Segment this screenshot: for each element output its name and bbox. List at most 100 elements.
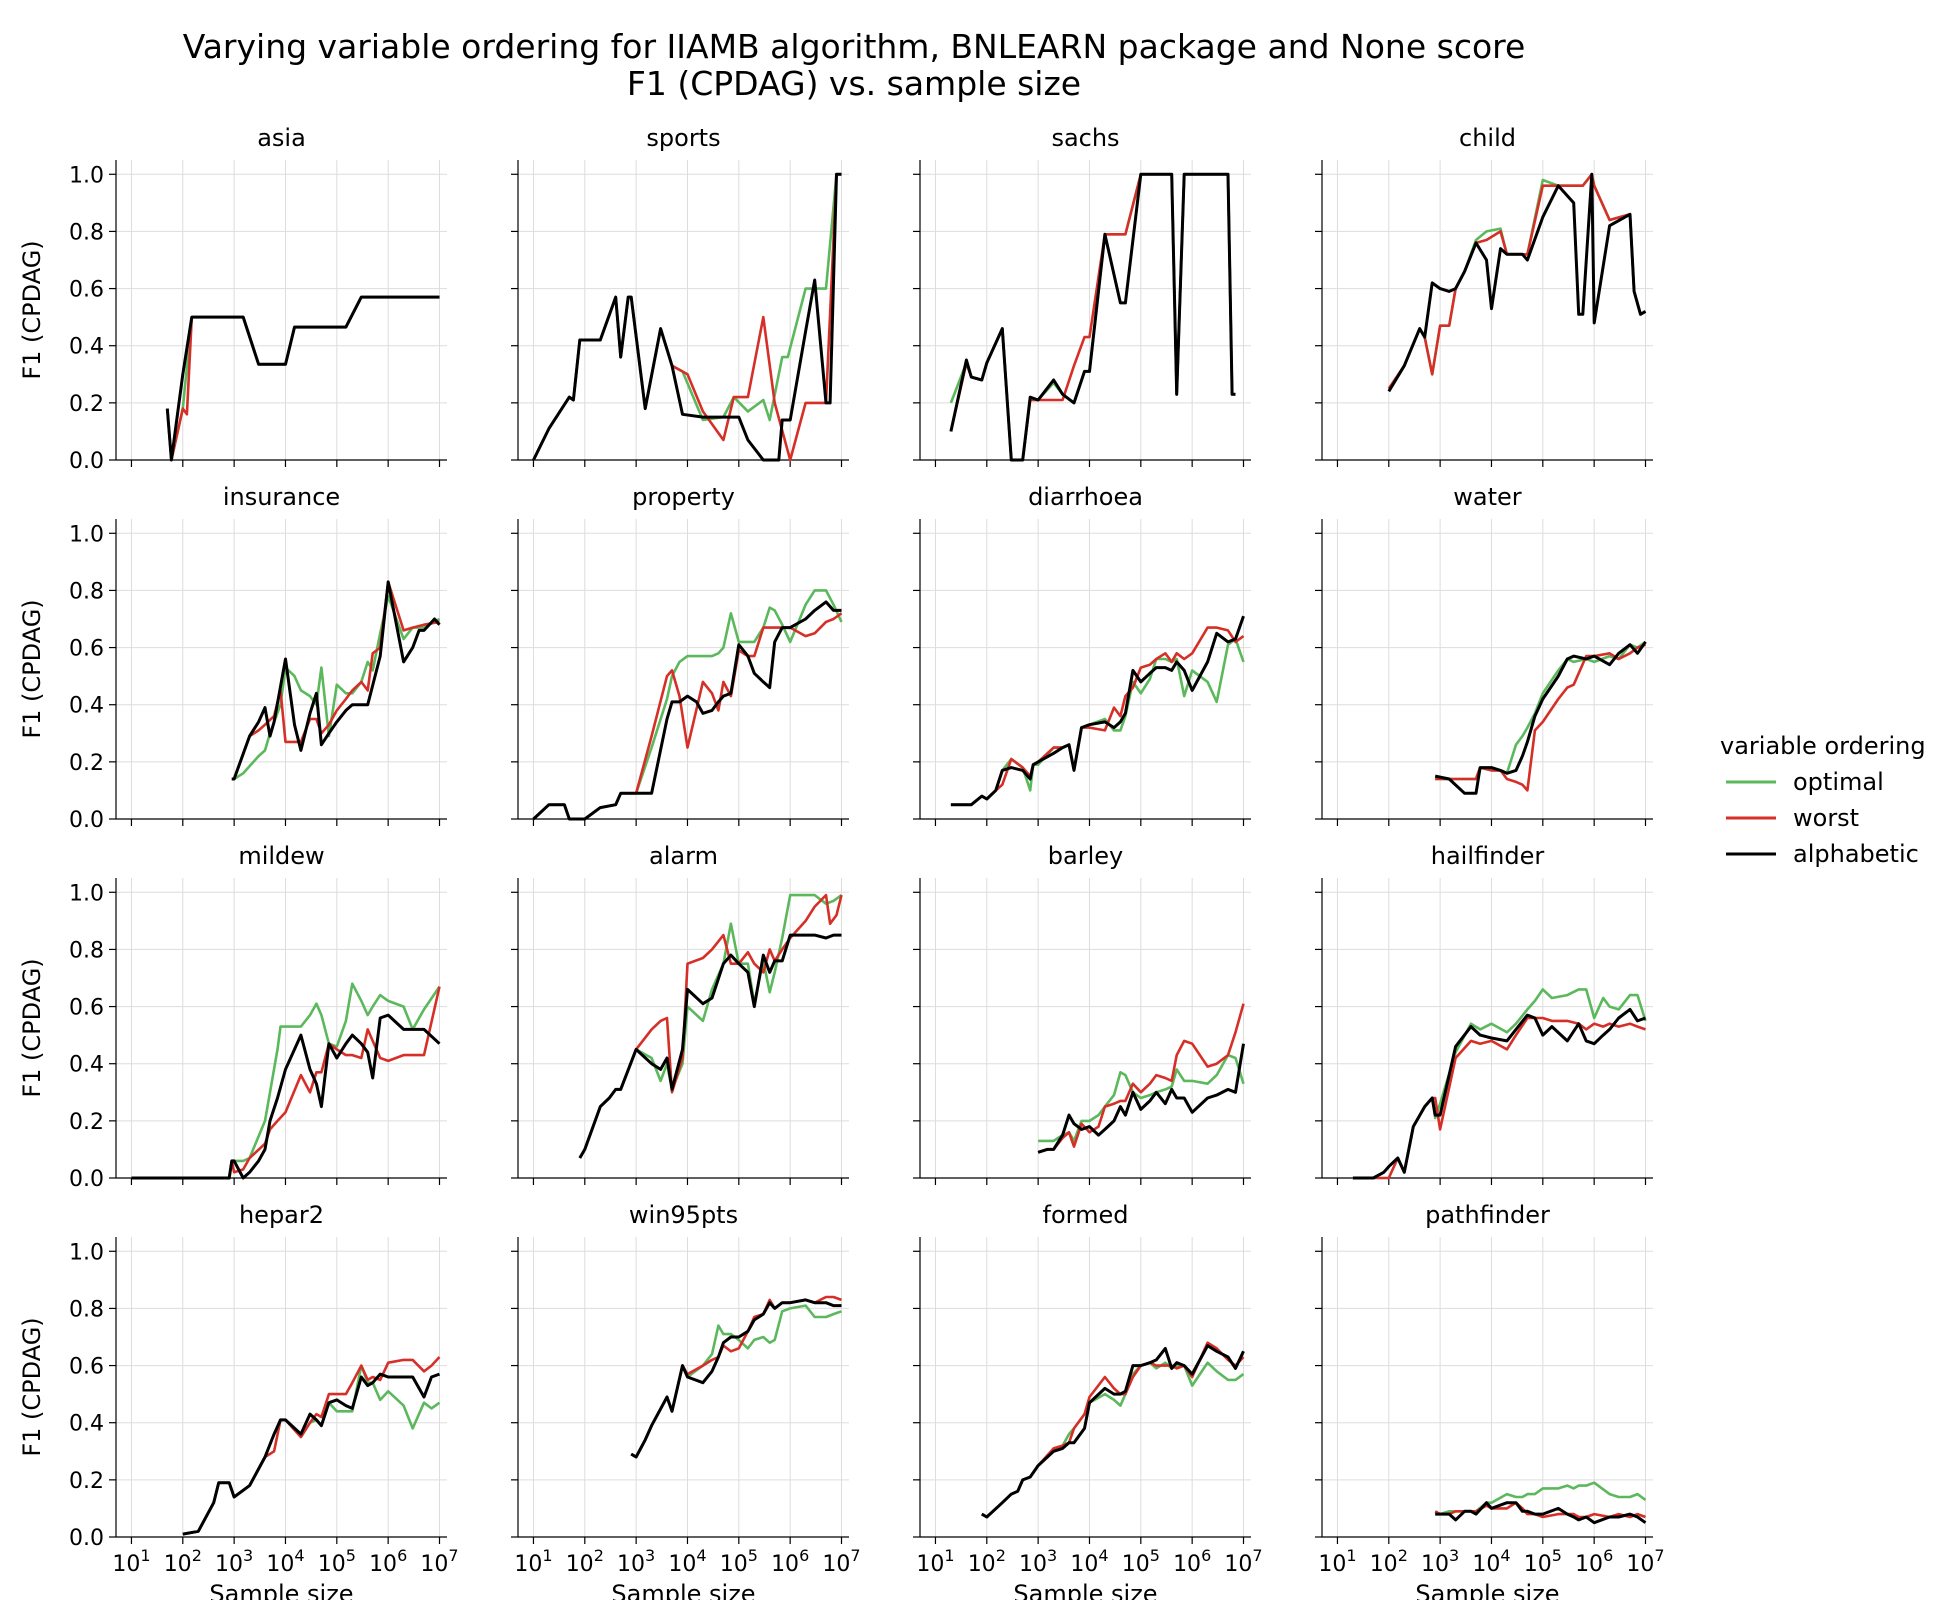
panel-title: barley [1048,842,1123,870]
series-line-alphabetic [131,1013,441,1180]
x-tick-base: 10 [514,1552,542,1577]
series-line-alphabetic [231,580,441,781]
x-tick-base: 10 [1575,1552,1603,1577]
y-tick-label: 0.8 [69,938,104,963]
x-tick-label: 107 [1626,1546,1664,1577]
series-line-worst [131,986,441,1180]
panel-grid: 0.0 0.2 0.4 0.6 0.8 1.0 F1 (CPDAG) asia sports sa… [18,124,1665,1600]
x-tick-base: 10 [1421,1552,1449,1577]
series-line-worst [182,1356,441,1536]
x-tick-exponent: 6 [799,1546,809,1565]
x-tick-label: 105 [720,1546,758,1577]
panel-hailfinder: hailfinder [1315,842,1653,1185]
panel-water: water [1315,483,1653,826]
x-tick-base: 10 [566,1552,594,1577]
y-tick-label: 0.6 [69,637,104,662]
panel-barley: barley [913,842,1251,1185]
x-tick-exponent: 5 [1150,1546,1160,1565]
x-tick-base: 10 [1173,1552,1201,1577]
y-axis-label: F1 (CPDAG) [18,599,46,738]
series-line-worst [630,1295,842,1459]
series-line-worst [1352,1016,1646,1180]
panel-sports: sports [511,124,849,467]
series-line-alphabetic [949,172,1236,462]
panel-title: hepar2 [239,1201,324,1229]
x-tick-label: 101 [514,1546,552,1577]
x-axis-label: Sample size [1013,1580,1157,1600]
x-tick-label: 103 [1019,1546,1057,1577]
x-tick-exponent: 7 [448,1546,458,1565]
panel-title: water [1453,483,1522,511]
x-tick-base: 10 [215,1552,243,1577]
x-tick-base: 10 [916,1552,944,1577]
panel-title: sports [646,124,720,152]
panel-title: property [632,483,735,511]
x-axis-label: Sample size [611,1580,755,1600]
panel-title: asia [257,124,306,152]
x-tick-exponent: 7 [1252,1546,1262,1565]
y-tick-label: 0.6 [69,1355,104,1380]
x-tick-label: 102 [1370,1546,1408,1577]
panel-title: hailfinder [1431,842,1545,870]
series-line-alphabetic [950,615,1245,807]
y-tick-label: 1.0 [69,522,104,547]
panel-diarrhoea: diarrhoea [913,483,1251,826]
series-line-worst [231,580,440,781]
x-tick-label: 101 [1318,1546,1356,1577]
x-tick-label: 104 [266,1546,304,1577]
x-tick-exponent: 4 [1098,1546,1108,1565]
panel-title: win95pts [629,1201,738,1229]
panel-title: sachs [1051,124,1119,152]
y-tick-label: 0.4 [69,1053,104,1078]
x-tick-exponent: 2 [996,1546,1006,1565]
x-tick-label: 107 [420,1546,458,1577]
x-tick-exponent: 1 [140,1546,150,1565]
x-tick-label: 101 [916,1546,954,1577]
x-tick-base: 10 [266,1552,294,1577]
x-tick-label: 102 [566,1546,604,1577]
y-tick-label: 0.8 [69,220,104,245]
x-tick-label: 106 [1173,1546,1211,1577]
x-tick-label: 102 [164,1546,202,1577]
x-tick-exponent: 5 [346,1546,356,1565]
x-tick-base: 10 [112,1552,140,1577]
y-tick-label: 1.0 [69,1240,104,1265]
x-tick-label: 107 [822,1546,860,1577]
x-tick-base: 10 [720,1552,748,1577]
x-tick-base: 10 [968,1552,996,1577]
y-tick-label: 1.0 [69,881,104,906]
x-tick-label: 104 [1070,1546,1108,1577]
x-tick-exponent: 7 [1654,1546,1664,1565]
x-tick-base: 10 [1524,1552,1552,1577]
x-tick-exponent: 6 [397,1546,407,1565]
panel-sachs: sachs [913,124,1251,467]
x-tick-label: 105 [318,1546,356,1577]
panel-title: formed [1043,1201,1129,1229]
x-tick-exponent: 2 [192,1546,202,1565]
x-tick-exponent: 1 [1346,1546,1356,1565]
series-line-optimal [1435,640,1647,781]
y-tick-label: 0.4 [69,335,104,360]
x-tick-label: 106 [771,1546,809,1577]
x-tick-label: 106 [369,1546,407,1577]
y-axis-label: F1 (CPDAG) [18,1317,46,1456]
series-line-optimal [182,1364,441,1536]
x-tick-exponent: 1 [542,1546,552,1565]
series-line-optimal [1352,988,1647,1180]
y-axis-label: F1 (CPDAG) [18,240,46,379]
y-tick-label: 0.6 [69,278,104,303]
series-line-alphabetic [1435,1501,1647,1525]
figure-title-line1: Varying variable ordering for IIAMB algo… [183,27,1526,66]
x-tick-base: 10 [1070,1552,1098,1577]
x-tick-base: 10 [1370,1552,1398,1577]
series-line-alphabetic [578,933,842,1159]
x-tick-exponent: 4 [1500,1546,1510,1565]
panel-title: diarrhoea [1028,483,1143,511]
series-line-optimal [1435,1481,1647,1516]
x-tick-exponent: 3 [1047,1546,1057,1565]
x-tick-label: 103 [215,1546,253,1577]
legend: variable ordering optimal worst alphabetic [1720,732,1926,868]
